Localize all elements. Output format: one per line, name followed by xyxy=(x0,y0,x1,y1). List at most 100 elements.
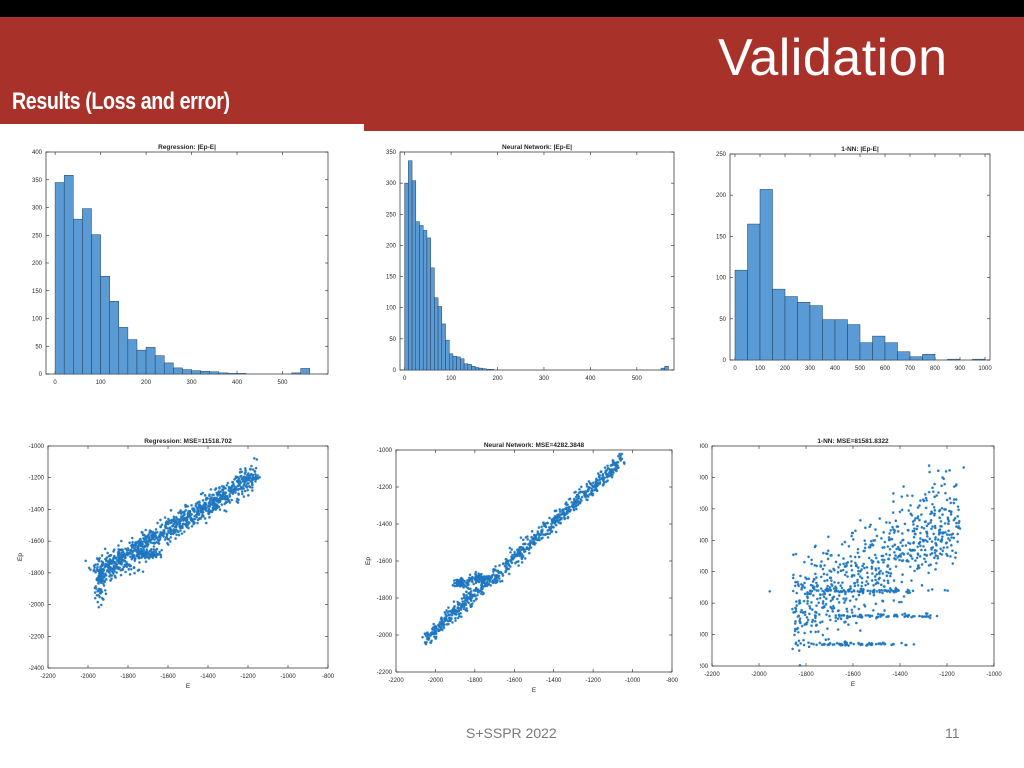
scatter-point xyxy=(148,554,152,558)
histogram-regression-svg: 0 100 200 300 400 500050100150200250300350400… xyxy=(32,144,329,386)
scatter-point xyxy=(921,615,925,619)
scatter-point xyxy=(603,466,607,470)
scatter-point xyxy=(154,549,157,552)
scatter-point xyxy=(571,503,575,507)
scatter-point xyxy=(468,591,472,595)
y-tick-label: -1200 xyxy=(700,507,709,513)
y-tick-label: -2200 xyxy=(700,664,709,670)
scatter-point xyxy=(131,554,135,557)
scatter-point xyxy=(899,541,903,545)
scatter-point xyxy=(249,472,253,476)
scatter-point xyxy=(924,506,928,510)
scatter-point xyxy=(505,567,508,571)
x-axis-label: E xyxy=(851,681,856,688)
scatter-point xyxy=(849,554,853,558)
scatter-point xyxy=(233,477,236,481)
scatter-point xyxy=(898,558,901,562)
scatter-point xyxy=(99,577,103,580)
scatter-point xyxy=(837,613,841,617)
scatter-point xyxy=(109,553,113,557)
scatter-point xyxy=(812,587,816,591)
y-tick-label: 100 xyxy=(32,317,43,323)
scatter-point xyxy=(144,551,148,555)
scatter-point xyxy=(107,565,111,568)
scatter-point xyxy=(928,470,932,474)
scatter-point xyxy=(934,567,937,571)
histogram-bar xyxy=(291,372,301,375)
scatter-point xyxy=(145,548,149,552)
scatter-point xyxy=(464,608,468,612)
scatter-point xyxy=(870,614,874,618)
scatter-point xyxy=(953,556,957,560)
scatter-point xyxy=(799,610,803,614)
scatter-point xyxy=(868,545,872,549)
scatter-point xyxy=(952,536,956,540)
scatter-point xyxy=(149,541,153,545)
scatter-point xyxy=(187,526,190,530)
scatter-point xyxy=(461,600,465,604)
scatter-point xyxy=(946,589,949,593)
scatter-point xyxy=(614,464,618,468)
scatter-point xyxy=(927,564,931,567)
scatter-point xyxy=(879,569,882,573)
scatter-point xyxy=(181,519,185,523)
scatter-point xyxy=(799,642,803,645)
scatter-point xyxy=(466,595,469,599)
scatter-point xyxy=(826,609,830,613)
scatter-point xyxy=(864,614,868,617)
scatter-point xyxy=(448,613,452,617)
scatter-point xyxy=(585,494,589,498)
scatter-point xyxy=(872,583,875,587)
scatter-point xyxy=(519,548,523,552)
scatter-point xyxy=(147,533,151,537)
scatter-point xyxy=(151,556,155,560)
scatter-point xyxy=(915,567,919,571)
scatter-point xyxy=(904,643,908,647)
scatter-point xyxy=(132,554,136,557)
scatter-point xyxy=(946,554,949,558)
scatter-point xyxy=(214,487,218,490)
scatter-point xyxy=(818,593,822,597)
scatter-point xyxy=(101,582,105,586)
scatter-point xyxy=(530,529,534,533)
scatter-point xyxy=(160,548,164,552)
scatter-point xyxy=(236,501,240,505)
scatter-point xyxy=(95,577,99,580)
scatter-point xyxy=(209,488,213,491)
scatter-point xyxy=(945,541,949,544)
scatter-point xyxy=(474,577,478,581)
scatter-point xyxy=(930,548,933,551)
scatter-point xyxy=(843,540,847,544)
x-tick-label: 900 xyxy=(955,366,966,372)
scatter-point xyxy=(957,508,961,512)
scatter-point xyxy=(178,521,182,525)
scatter-point xyxy=(593,483,597,487)
scatter-point xyxy=(550,522,553,526)
scatter-point xyxy=(152,545,156,548)
scatter-point xyxy=(101,577,105,580)
scatter-point xyxy=(476,590,480,594)
scatter-point xyxy=(891,589,895,593)
scatter-point xyxy=(916,553,920,557)
scatter-point xyxy=(518,554,522,558)
scatter-point xyxy=(561,512,565,516)
scatter-point xyxy=(469,599,473,603)
scatter-point xyxy=(608,470,612,474)
y-tick-label: 0 xyxy=(723,358,727,364)
scatter-point xyxy=(542,524,546,528)
scatter-point xyxy=(576,499,579,503)
scatter-point xyxy=(465,609,469,613)
scatter-point xyxy=(954,484,958,487)
scatter-point xyxy=(183,522,186,526)
scatter-point xyxy=(797,649,801,653)
scatter-point xyxy=(853,584,857,588)
scatter-point xyxy=(469,590,473,593)
scatter-point xyxy=(116,567,119,570)
scatter-point xyxy=(142,554,146,558)
scatter-point xyxy=(937,491,940,494)
scatter-point xyxy=(450,611,454,615)
scatter-point xyxy=(859,589,863,593)
scatter-point xyxy=(139,544,143,548)
scatter-point xyxy=(551,525,555,529)
scatter-point xyxy=(909,512,913,516)
